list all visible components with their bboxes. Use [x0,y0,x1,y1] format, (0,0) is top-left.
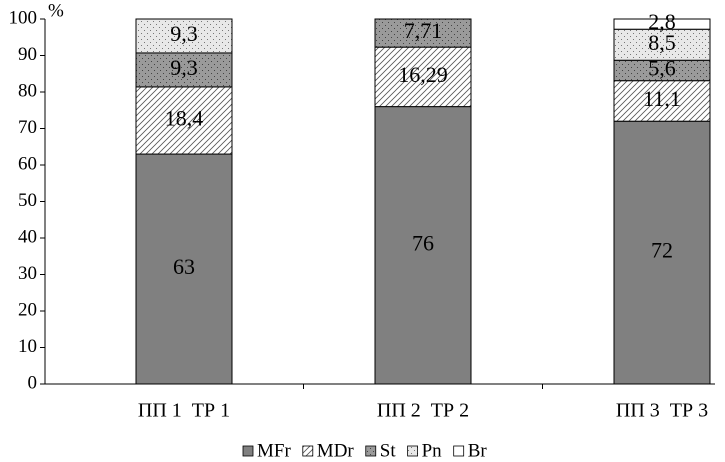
value-label: 16,29 [398,62,448,87]
legend-label: Br [468,440,488,461]
y-tick-label: 10 [18,336,37,357]
bar-segment [374,18,472,48]
y-tick-label: 90 [18,44,37,65]
bar-segment [135,18,233,54]
value-label: 72 [651,238,673,263]
y-tick-label: 30 [18,263,37,284]
legend-swatch [242,445,254,457]
y-axis-label: % [48,0,64,21]
legend-swatch [302,445,314,457]
value-label: 9,3 [170,55,198,80]
y-tick-label: 60 [18,153,37,174]
bar-segment [135,86,233,155]
value-label: 76 [412,230,434,255]
bar-segment [613,80,711,122]
x-tick-label: ПП 3 ТР 3 [616,400,708,422]
bar-segment [135,153,233,385]
legend-swatch [453,445,465,457]
bar-segment [613,28,711,61]
y-tick-label: 0 [28,372,38,393]
y-tick-label: 20 [18,299,37,320]
y-tick-label: 80 [18,80,37,101]
legend-label: MFr [257,440,291,461]
value-label: 11,1 [643,86,681,111]
x-tick-label: ПП 1 ТР 1 [138,400,230,422]
bar-segment [613,120,711,385]
value-label: 9,3 [170,21,198,46]
legend-swatch [365,445,377,457]
bar-segment [135,52,233,88]
y-tick-label: 100 [9,7,38,28]
y-tick-label: 40 [18,226,37,247]
value-label: 63 [173,254,195,279]
legend-label: MDr [317,440,355,461]
y-tick-label: 70 [18,117,37,138]
y-tick-label: 50 [18,190,37,211]
bar-segment [374,46,472,108]
bar-segment [613,18,711,30]
x-tick-label: ПП 2 ТР 2 [377,400,469,422]
bar-segment [374,106,472,385]
legend-swatch [407,445,419,457]
value-label: 18,4 [165,106,204,131]
value-label: 2,8 [648,9,676,34]
legend-label: St [380,440,397,461]
value-label: 7,71 [404,18,443,43]
legend-label: Pn [422,440,443,461]
value-label: 8,5 [648,30,676,55]
